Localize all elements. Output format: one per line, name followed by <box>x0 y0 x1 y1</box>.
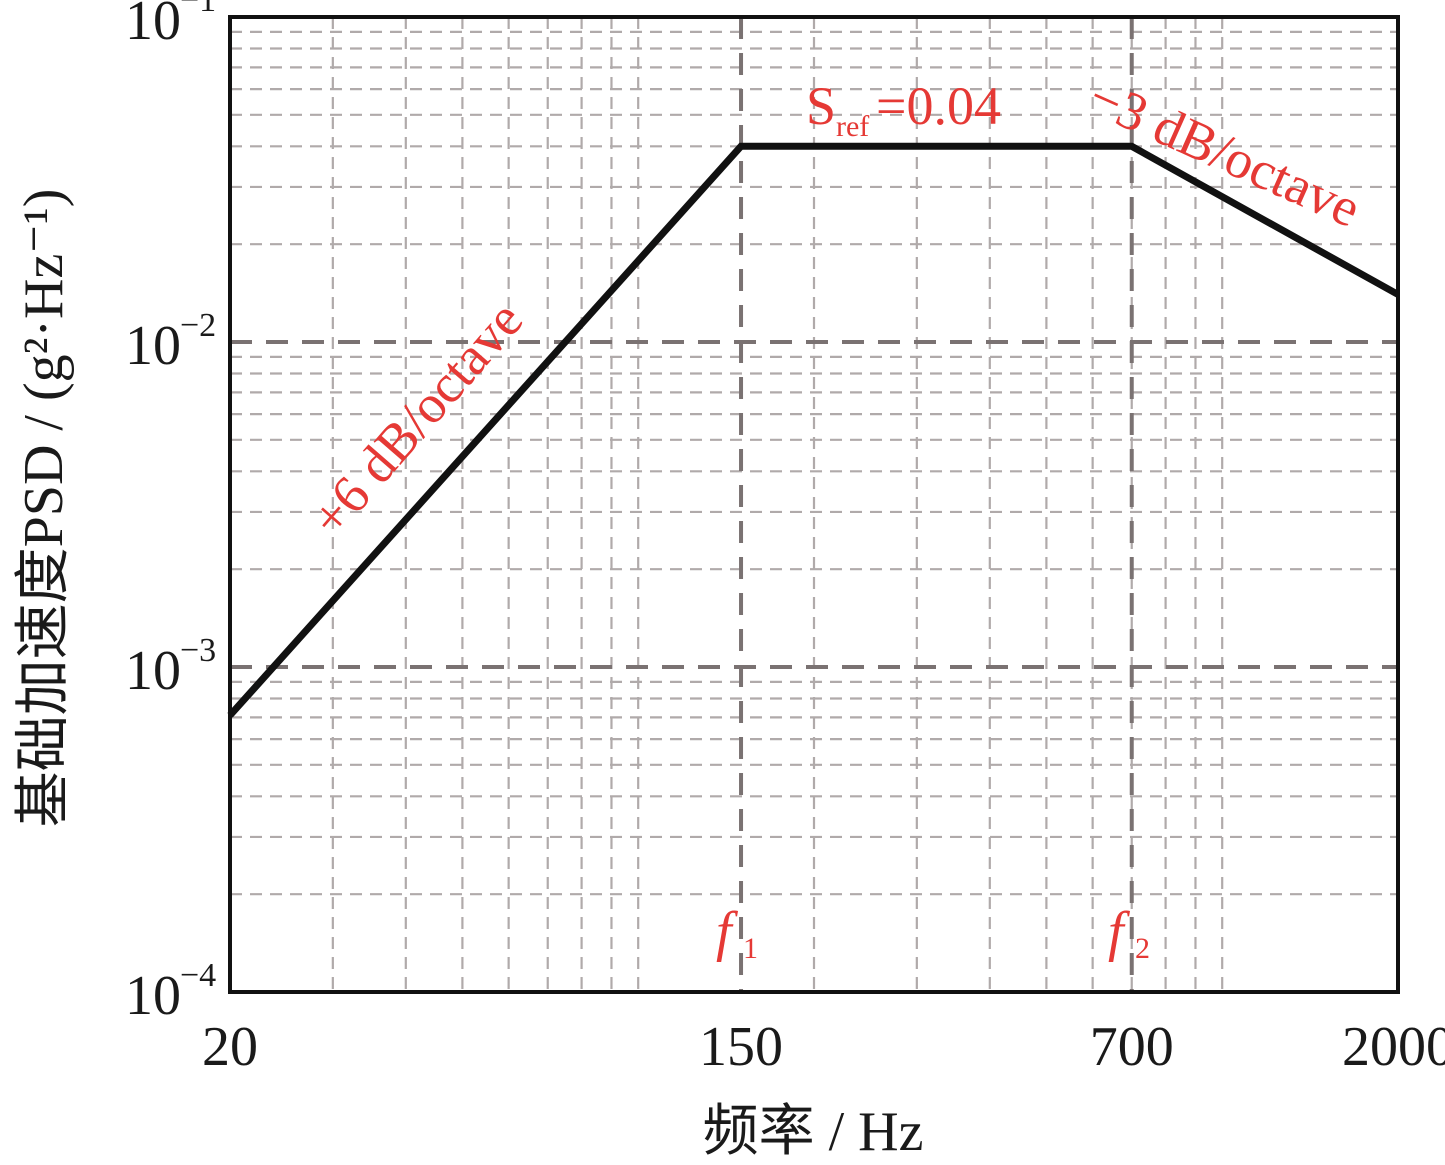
f1-main: f <box>716 901 739 963</box>
f2-main: f <box>1108 901 1131 963</box>
f1-annotation: f 1 <box>716 901 758 965</box>
x-tick-label: 20 <box>202 1016 258 1078</box>
sref-value: =0.04 <box>876 76 1001 136</box>
y-tick-base: 10 <box>125 965 181 1027</box>
y-tick-exponent: −3 <box>180 632 216 669</box>
y-tick-label: 10 −1 <box>125 0 216 52</box>
y-tick-base: 10 <box>125 315 181 377</box>
y-tick-label: 10 −3 <box>125 632 216 702</box>
y-tick-label: 10 −2 <box>125 307 216 377</box>
plot-frame <box>228 15 1400 994</box>
f1-subscript: 1 <box>743 932 758 965</box>
x-tick-label: 150 <box>699 1016 783 1078</box>
grid <box>230 17 1398 992</box>
y-tick-label: 10 −4 <box>125 957 216 1027</box>
x-axis-title: 频率 / Hz <box>703 1101 924 1163</box>
series-line <box>227 142 1400 718</box>
series-group <box>227 142 1400 718</box>
f2-subscript: 2 <box>1135 932 1150 965</box>
y-axis-title: 基础加速度PSD / (g²·Hz⁻¹) <box>13 189 75 828</box>
f2-annotation: f 2 <box>1108 901 1150 965</box>
x-tick-labels: 20 150 700 2000 <box>202 1016 1445 1078</box>
y-tick-base: 10 <box>125 0 181 52</box>
y-tick-base: 10 <box>125 640 181 702</box>
sref-main: S <box>806 76 836 136</box>
y-tick-exponent: −4 <box>180 957 216 994</box>
sref-subscript: ref <box>836 110 869 143</box>
y-tick-exponent: −1 <box>180 0 216 19</box>
sref-annotation: S ref =0.04 <box>806 76 1001 143</box>
x-tick-label: 700 <box>1090 1016 1174 1078</box>
y-tick-labels: 10−410−310−210−1 <box>125 0 216 1027</box>
y-tick-exponent: −2 <box>180 307 216 344</box>
x-tick-label: 2000 <box>1342 1016 1445 1078</box>
fall-annotation: −3 dB/octave <box>1080 66 1369 239</box>
